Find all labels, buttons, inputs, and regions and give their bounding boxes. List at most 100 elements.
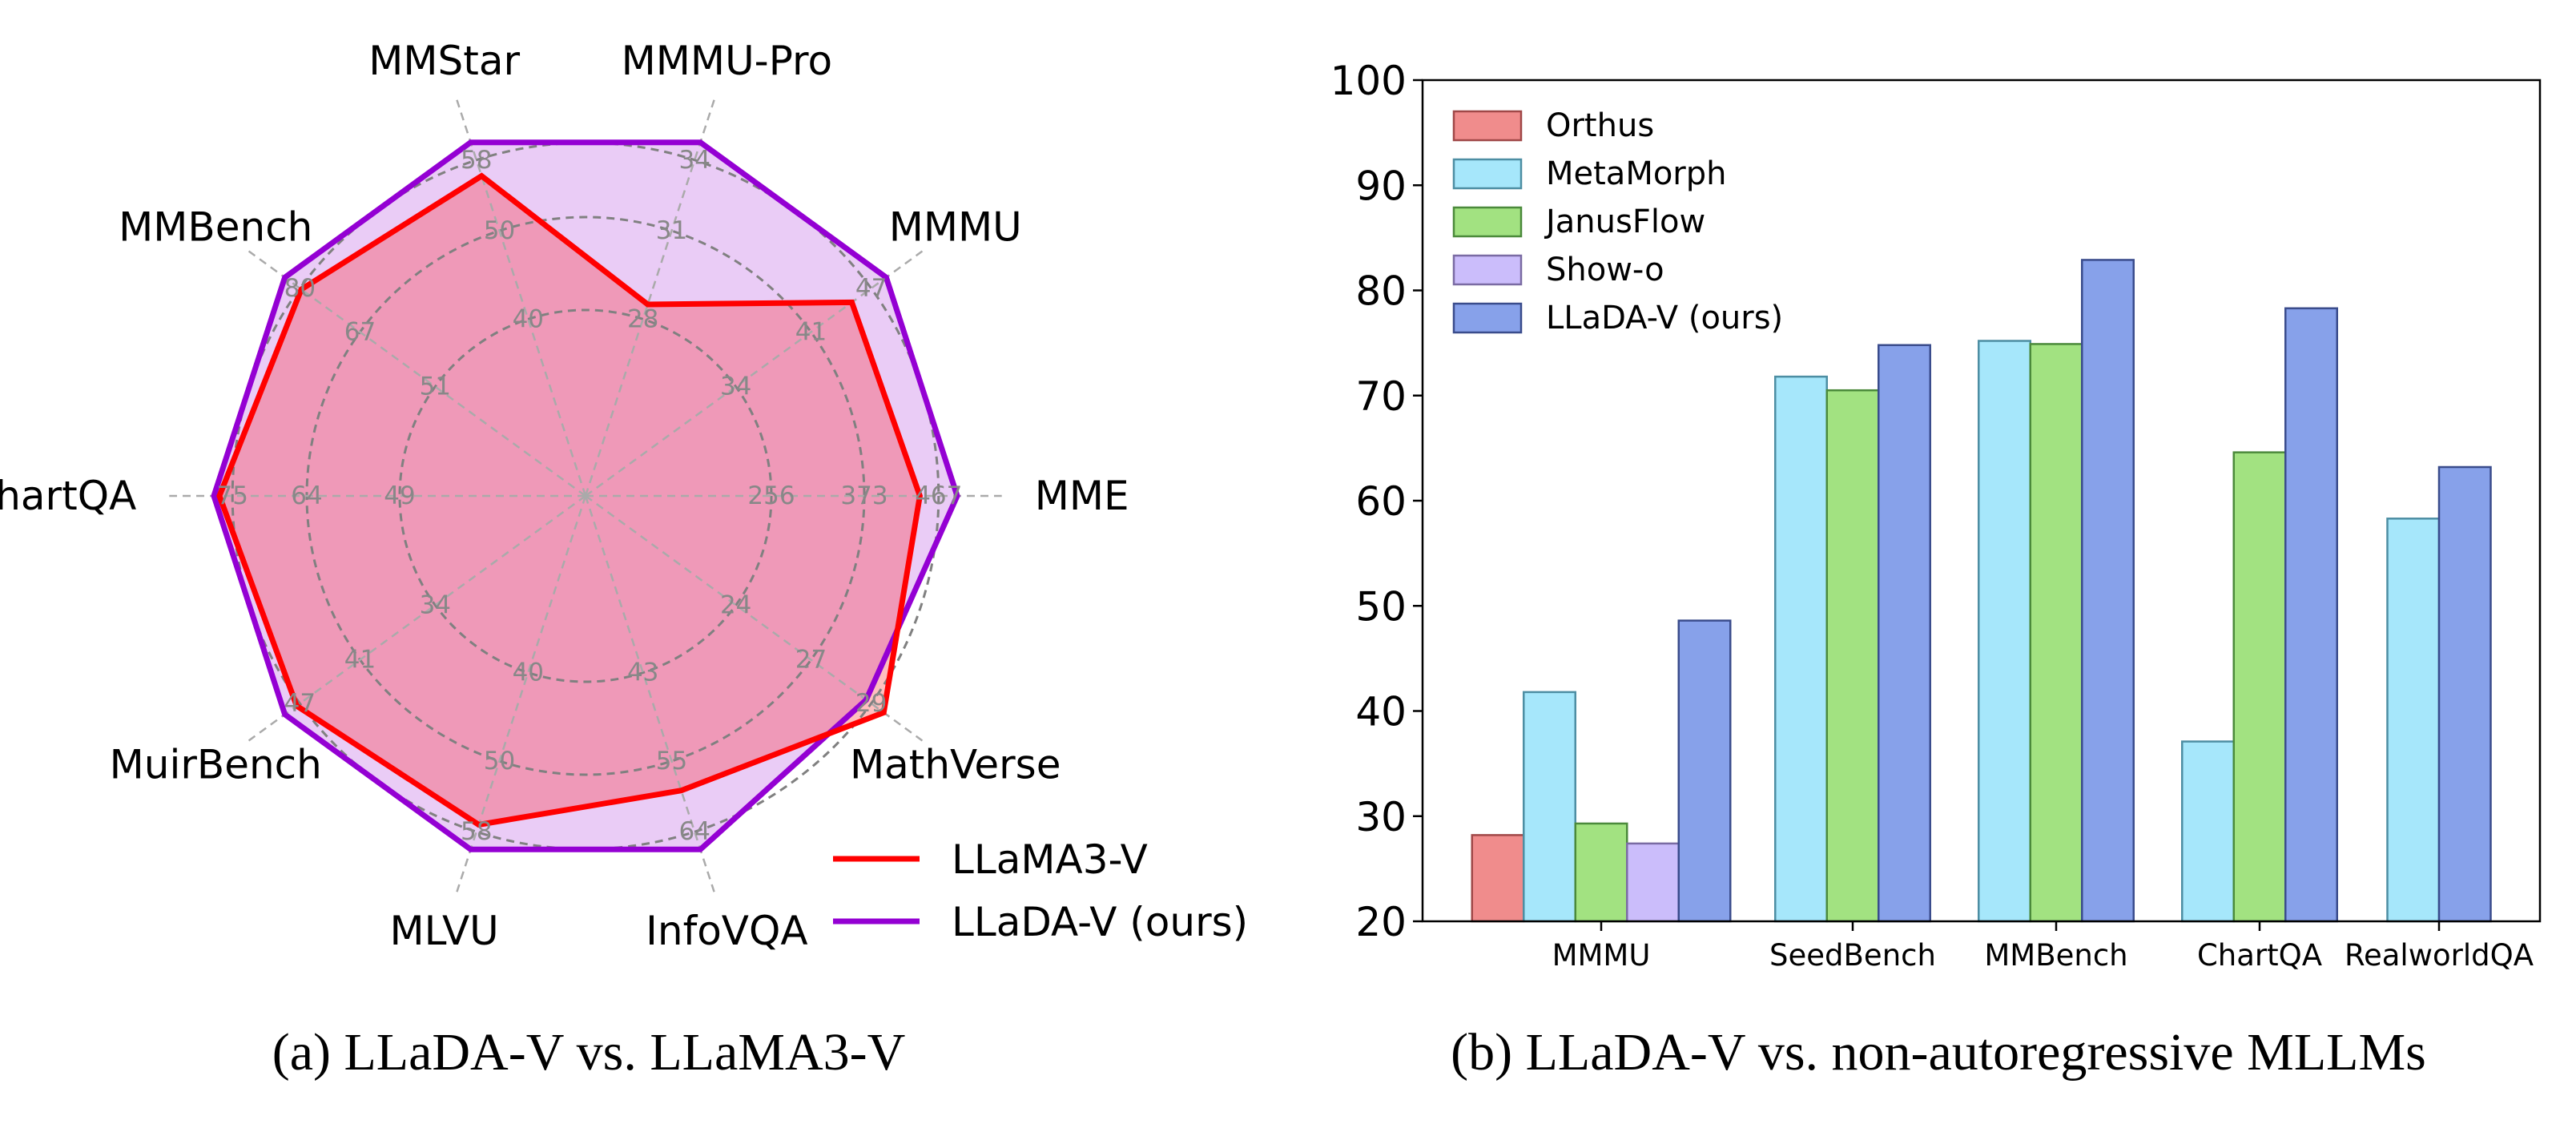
tick-label: 47 [284,689,316,718]
tick-label: 40 [513,659,544,687]
axis-label: InfoVQA [646,908,807,954]
data-point [284,713,286,715]
bar-show-o-mmmu [1626,842,1680,923]
bar-metamorph-mmbench [1978,340,2031,923]
bar-llada-v-ours--realworldqa [2437,465,2492,923]
bar-metamorph-seedbench [1774,375,1828,923]
tick-label: 34 [420,590,451,619]
y-tick-label: 30 [1355,794,1407,840]
bar-llada-v-ours--chartqa [2284,307,2338,923]
y-tick-label: 50 [1355,583,1407,630]
axis-spoke [248,250,586,498]
x-tick-label: MMBench [1984,938,2127,973]
axis-spoke [248,494,586,742]
tick-label: 50 [484,747,515,776]
grid-ring [398,308,773,683]
tick-label: 467 [915,481,962,510]
data-point [956,495,958,497]
data-point [284,276,286,279]
tick-label: 58 [461,817,492,846]
legend-swatch [1452,110,1523,142]
axis-label: MMMU-Pro [622,38,832,84]
tick-label: 29 [855,689,887,718]
tick-label: 373 [840,481,888,510]
bar-metamorph-realworldqa [2386,518,2441,923]
caption-b: (b) LLaDA-V vs. non-autoregressive MLLMs [1451,1023,2426,1082]
series-fill-0 [219,175,920,825]
bar-metamorph-mmmu [1523,691,1576,923]
tick-label: 64 [291,481,322,510]
tick-label: 58 [461,146,492,175]
tick-label: 80 [284,274,316,303]
legend: Orthus MetaMorph JanusFlow Show-o LLaDA-V (o… [1452,107,1783,336]
axis-spoke [584,495,715,892]
tick-label: 49 [384,481,415,510]
data-point [851,301,853,304]
y-tick-label: 40 [1355,689,1407,735]
y-tick-label: 90 [1355,163,1407,209]
y-tick-label: 80 [1355,268,1407,315]
tick-label: 31 [656,216,687,245]
caption-a: (a) LLaDA-V vs. LLaMA3-V [272,1023,906,1082]
legend-swatch [1452,302,1523,334]
axis-label: ChartQA [0,473,136,519]
axis-spoke [584,99,715,497]
bar-metamorph-chartqa [2181,740,2235,923]
data-point [646,303,649,305]
bar-orthus-mmmu [1471,834,1525,923]
x-tick-label: RealworldQA [2345,938,2534,973]
legend-label: Orthus [1546,107,1654,144]
data-point [865,699,867,701]
data-point [699,141,702,143]
legend-label: Show-o [1546,252,1664,288]
axis-label: MLVU [389,908,498,954]
axis-label: MuirBench [110,741,322,788]
legend-label: LLaDA-V (ours) [952,899,1248,945]
x-tick-label: ChartQA [2197,938,2322,973]
tick-label: 64 [678,817,710,846]
axis-label: MMStar [368,38,520,84]
bar-chart: MMMU SeedBench MMBench ChartQA RealworldQA 20… [1330,58,2542,973]
data-point [699,848,702,851]
data-point [469,141,472,143]
tick-label: 40 [513,304,544,333]
tick-label: 28 [627,304,658,333]
x-tick-label: SeedBench [1769,938,1936,973]
data-point [883,711,885,714]
y-tick-label: 70 [1355,373,1407,420]
data-point [469,848,472,851]
tick-label: 34 [678,146,710,175]
legend-label: LLaMA3-V [952,836,1148,883]
legend-label: MetaMorph [1546,155,1727,192]
axis-label: MathVerse [850,741,1061,788]
bar-janusflow-seedbench [1825,389,1880,923]
bar-janusflow-chartqa [2232,451,2287,923]
axis-spoke [585,250,924,498]
bar-llada-v-ours--mmbench [2081,259,2135,923]
tick-label: 43 [627,659,658,687]
tick-label: 27 [795,646,827,675]
tick-label: 67 [344,317,376,346]
tick-label: 34 [720,373,751,401]
y-tick-label: 60 [1355,478,1407,525]
data-point [680,789,682,792]
y-tick-label: 20 [1355,899,1407,945]
bar-llada-v-ours--mmmu [1677,619,1732,923]
tick-label: 50 [484,216,515,245]
tick-label: 41 [344,646,376,675]
data-point [919,495,921,497]
data-point [213,495,215,497]
axis-label: MME [1035,473,1129,519]
tick-label: 75 [216,481,248,510]
legend-swatch [1452,158,1523,190]
tick-label: 55 [656,747,687,776]
y-tick-label: 100 [1330,58,1407,104]
legend-label: JanusFlow [1544,203,1705,240]
bar-llada-v-ours--seedbench [1878,344,1931,923]
axis-spoke [456,99,587,497]
data-point [477,824,480,826]
tick-label: 256 [747,481,795,510]
data-point [296,705,298,707]
tick-label: 41 [795,317,827,346]
